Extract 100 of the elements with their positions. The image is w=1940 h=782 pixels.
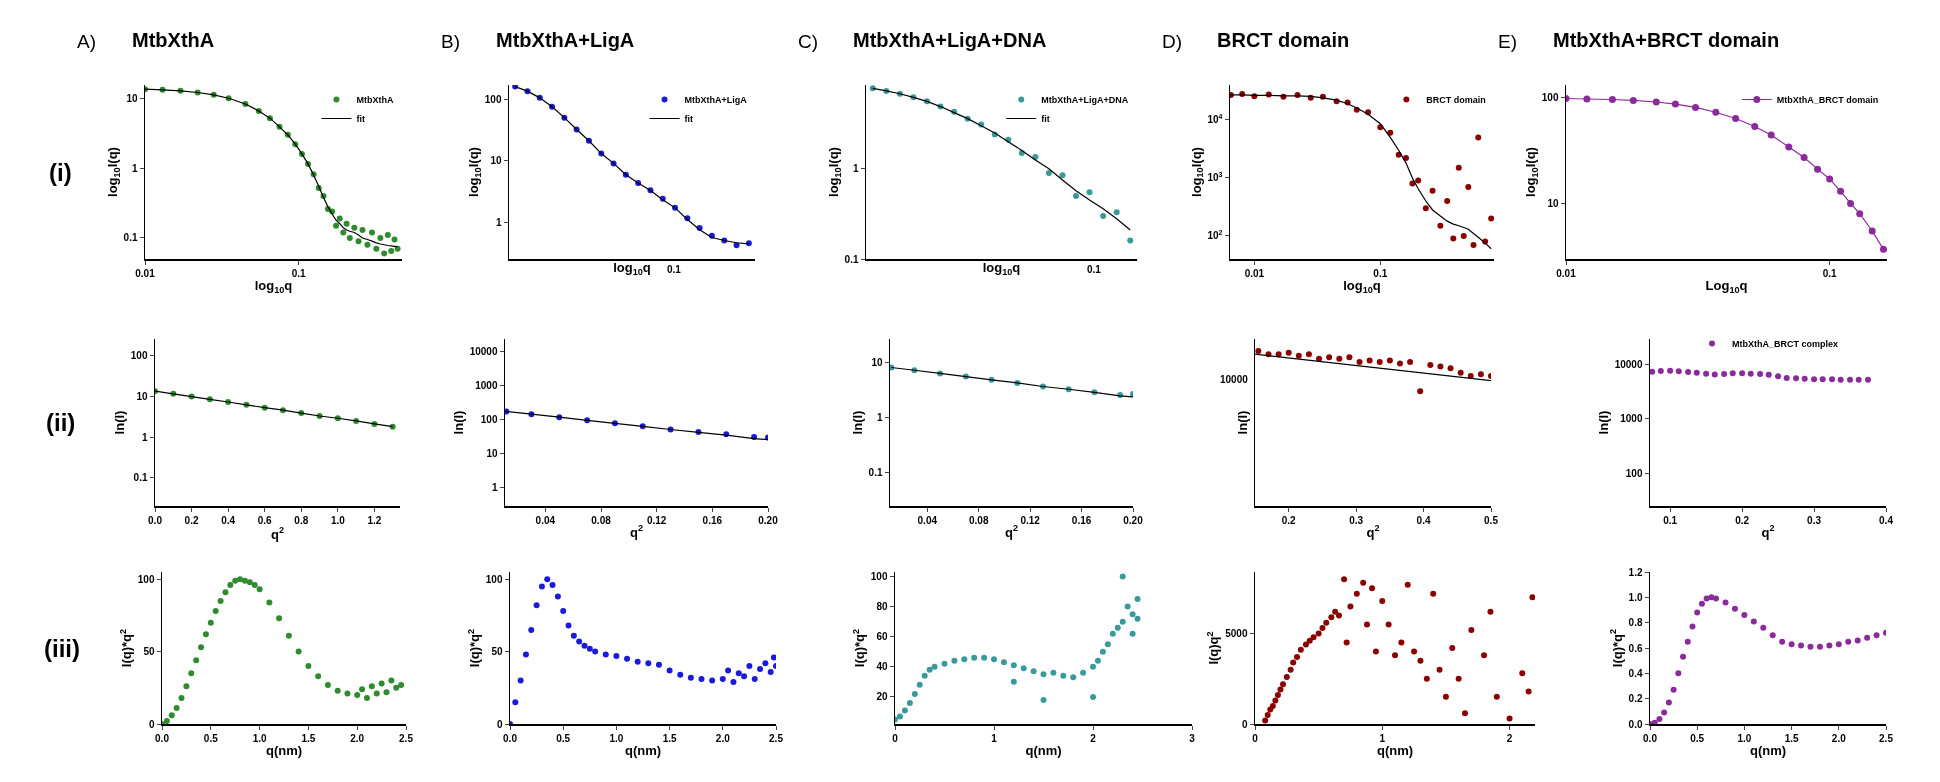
point (896, 713, 903, 720)
point (1442, 693, 1449, 700)
point (634, 658, 641, 665)
x-tick-label: 0.01 (135, 267, 156, 279)
y-tick-label: 40 (876, 661, 888, 673)
point (178, 694, 185, 701)
point (1396, 360, 1403, 367)
x-tick-label: 0.2 (1735, 514, 1750, 526)
point (1109, 630, 1116, 637)
point (1651, 719, 1658, 724)
point (324, 681, 331, 688)
point (911, 690, 918, 697)
point (1129, 630, 1136, 637)
point (570, 632, 577, 639)
point (1262, 717, 1269, 724)
point (1287, 666, 1294, 673)
point (1376, 358, 1383, 365)
point (1769, 632, 1776, 639)
point (227, 582, 234, 589)
point (363, 694, 370, 701)
legend-label: fit (684, 114, 694, 125)
point (1372, 648, 1379, 655)
point (586, 645, 593, 652)
point (1283, 673, 1290, 680)
point (1449, 645, 1456, 651)
chart-title: MtbXthA+LigA+DNA (853, 29, 1047, 51)
x-tick-label: 0.2 (1281, 514, 1297, 526)
point (565, 622, 572, 629)
y-tick-label: 1 (876, 412, 883, 424)
y-tick-label: 60 (876, 631, 888, 643)
point (207, 619, 214, 626)
text: (iii) (44, 635, 80, 662)
point (334, 687, 341, 694)
x-tick-label: 0.1 (1822, 267, 1838, 279)
point (549, 582, 556, 589)
point (256, 586, 263, 593)
point (916, 681, 923, 688)
y-tick-label: 0.8 (1628, 617, 1643, 629)
x-axis-title: q$^{2}$ (1761, 523, 1775, 540)
point (1855, 376, 1862, 383)
point (1285, 349, 1292, 356)
point (1010, 678, 1017, 685)
y-tick-label: 1000 (1620, 413, 1643, 425)
y-tick-label: 50 (143, 646, 155, 658)
y-tick-label: 0.2 (1628, 693, 1643, 705)
point (1760, 624, 1767, 631)
y-tick-label: 10$^{2}$ (1207, 229, 1223, 242)
point (1411, 648, 1418, 655)
y-tick-label: 80 (876, 601, 888, 613)
y-tick-label: 1 (495, 216, 502, 228)
point (222, 589, 229, 596)
y-tick-label: 10 (1547, 197, 1559, 209)
point (1255, 348, 1262, 355)
x-axis-title: q(nm) (265, 743, 303, 759)
x-tick-label: 0.16 (702, 514, 723, 526)
point (393, 684, 400, 691)
point (951, 657, 958, 664)
legend-label: MtbXthA_BRCT complex (1732, 338, 1839, 349)
point (305, 663, 312, 670)
y-tick-label: 10000 (469, 345, 498, 357)
y-tick-label: 1 (131, 162, 138, 174)
x-tick-label: 2.0 (350, 732, 365, 744)
x-axis-title: q(nm) (1376, 743, 1414, 759)
point (1873, 632, 1880, 639)
point (1090, 663, 1096, 670)
x-tick-label: 0.01 (1244, 267, 1265, 279)
point (1477, 371, 1484, 378)
point (901, 707, 908, 714)
point (1675, 670, 1682, 677)
y-tick-label: 0.1 (133, 472, 148, 484)
point (751, 676, 758, 683)
point (1657, 368, 1664, 375)
y-tick-label: 100 (870, 571, 888, 583)
point (1788, 641, 1795, 648)
point (1731, 605, 1738, 612)
x-tick-label: 0 (892, 732, 899, 744)
point (1667, 367, 1674, 374)
point (757, 665, 764, 672)
point (1070, 674, 1077, 681)
point (560, 608, 567, 615)
point (655, 661, 662, 668)
y-tick-label: 0 (148, 718, 155, 730)
point (1436, 666, 1443, 673)
point (512, 699, 519, 706)
point (1264, 711, 1271, 718)
point (687, 674, 694, 681)
point (1854, 637, 1861, 644)
point (1336, 355, 1343, 362)
point (1100, 212, 1107, 219)
point (1315, 630, 1322, 637)
point (1685, 368, 1692, 375)
point (183, 683, 190, 690)
point (1721, 371, 1728, 378)
point (1360, 579, 1367, 586)
x-tick-label: 0.8 (294, 514, 309, 526)
y-tick-label: 1000 (475, 379, 498, 391)
point (1750, 618, 1757, 625)
legend-label: MtbXthA_BRCT domain (1776, 95, 1879, 106)
x-tick-label: 3 (1189, 732, 1196, 744)
y-tick-label: 50 (491, 646, 503, 658)
